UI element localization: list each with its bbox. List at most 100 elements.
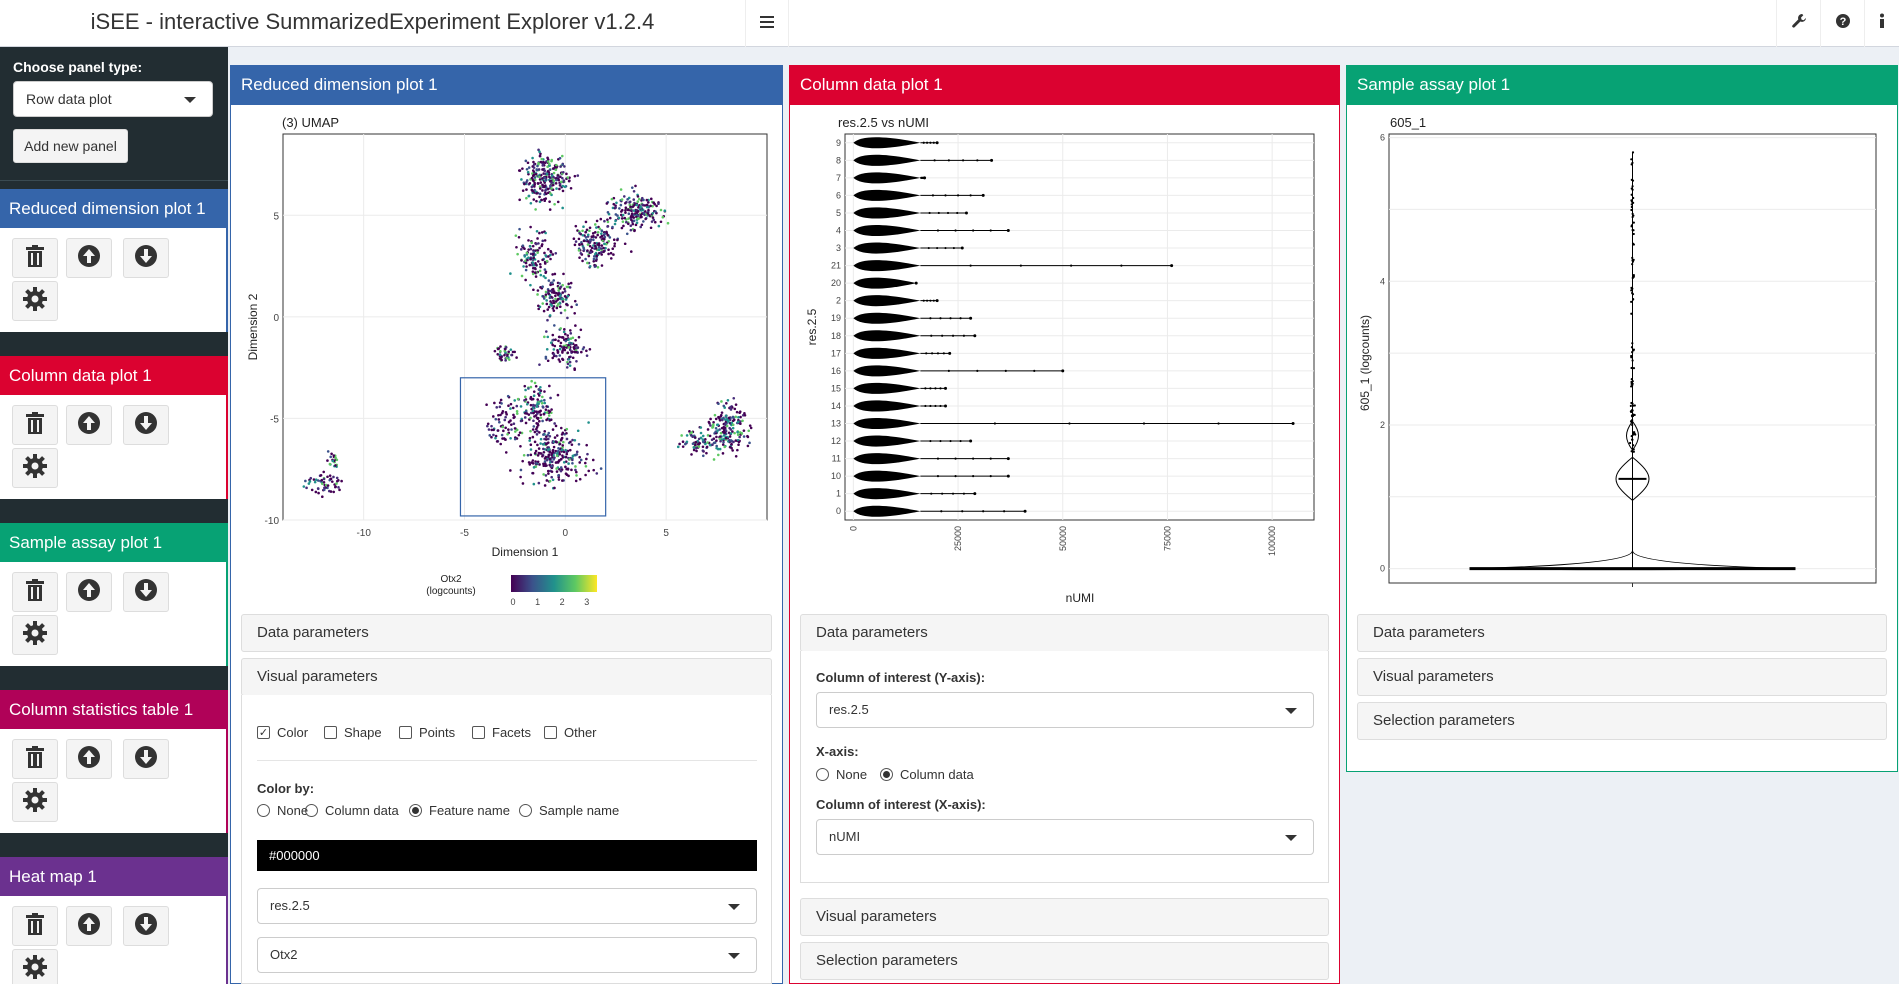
data-point	[632, 189, 636, 193]
checkbox-other[interactable]: Other	[544, 725, 597, 740]
y-tick-label: 21	[831, 261, 841, 271]
radio-button[interactable]	[305, 804, 318, 817]
panel-settings-button[interactable]	[12, 949, 58, 984]
visual-parameters-header[interactable]: Visual parameters	[1357, 658, 1887, 696]
add-panel-button[interactable]: Add new panel	[13, 129, 128, 163]
data-point	[562, 460, 566, 464]
y-column-select[interactable]: res.2.5	[816, 692, 1314, 728]
move-up-button[interactable]	[66, 572, 112, 612]
checkbox-color[interactable]: ✓ Color	[257, 725, 308, 740]
move-up-button[interactable]	[66, 238, 112, 278]
sample-assay-violin-plot[interactable]: 605_1 6 4 2 0 605_1 (logcounts)	[1347, 105, 1899, 605]
data-point	[559, 311, 563, 315]
violin-shape	[853, 488, 921, 500]
data-point	[548, 314, 552, 317]
data-point	[575, 474, 578, 477]
checkbox-box[interactable]	[324, 726, 337, 739]
tour-button[interactable]	[1776, 0, 1820, 47]
data-point	[642, 212, 646, 215]
move-up-button[interactable]	[66, 906, 112, 946]
outlier-point	[952, 246, 955, 250]
column-data-violin-plot[interactable]: res.2.5 vs nUMI 9 8 7 6 5 4 3 21 20 2 19 18 17 16 15 14…	[790, 105, 1341, 605]
help-button[interactable]: ?	[1820, 0, 1864, 47]
data-point	[544, 408, 548, 411]
outlier-point	[1004, 369, 1007, 372]
data-parameters-header[interactable]: Data parameters	[241, 614, 772, 652]
data-point	[647, 208, 650, 212]
feature-name-select[interactable]: Otx2	[257, 937, 757, 973]
checkbox-points[interactable]: Points	[399, 725, 455, 740]
max-point	[1061, 369, 1065, 373]
move-down-button[interactable]	[123, 739, 169, 779]
selection-parameters-header[interactable]: Selection parameters	[800, 942, 1329, 980]
checkbox-box[interactable]	[399, 726, 412, 739]
data-point	[556, 200, 560, 204]
data-point	[598, 227, 602, 231]
outlier-point	[932, 299, 935, 302]
visual-parameters-header[interactable]: Visual parameters	[800, 898, 1329, 936]
radio-color-by-0[interactable]: None	[257, 803, 308, 818]
radio-color-by-3[interactable]: Sample name	[519, 803, 619, 818]
radio-color-by-2[interactable]: Feature name	[409, 803, 510, 818]
radio-x-axis-1[interactable]: Column data	[880, 767, 974, 782]
radio-x-axis-0[interactable]: None	[816, 767, 867, 782]
outlier-point	[941, 334, 944, 337]
data-point	[524, 268, 528, 272]
data-point	[559, 438, 563, 442]
checkbox-shape[interactable]: Shape	[324, 725, 382, 740]
plot-title: (3) UMAP	[282, 115, 339, 130]
move-down-button[interactable]	[123, 906, 169, 946]
move-up-button[interactable]	[66, 405, 112, 445]
data-point	[708, 434, 712, 438]
data-point	[748, 441, 751, 445]
radio-color-by-1[interactable]: Column data	[305, 803, 399, 818]
checkbox-box[interactable]	[544, 726, 557, 739]
panel-settings-button[interactable]	[12, 281, 58, 321]
data-point	[528, 439, 531, 442]
radio-button[interactable]	[880, 768, 893, 781]
data-point	[543, 335, 546, 339]
data-point	[334, 485, 337, 489]
sidebar-toggle-button[interactable]	[745, 0, 789, 47]
checkbox-box[interactable]	[472, 726, 485, 739]
remove-panel-button[interactable]	[12, 572, 58, 612]
radio-button[interactable]	[257, 804, 270, 817]
move-up-button[interactable]	[66, 739, 112, 779]
panel-settings-button[interactable]	[12, 782, 58, 822]
data-point	[546, 318, 549, 322]
checkbox-facets[interactable]: Facets	[472, 725, 531, 740]
move-down-button[interactable]	[123, 405, 169, 445]
checkbox-box[interactable]: ✓	[257, 726, 270, 739]
x-column-select[interactable]: nUMI	[816, 819, 1314, 855]
data-parameters-header[interactable]: Data parameters	[1357, 614, 1887, 652]
data-point	[574, 465, 577, 468]
data-point	[609, 257, 613, 260]
selection-parameters-header[interactable]: Selection parameters	[1357, 702, 1887, 740]
remove-panel-button[interactable]	[12, 405, 58, 445]
umap-plot[interactable]: (3) UMAP -10 -5 0 5 5 0 -5 -10 Dimension 1 Dime…	[231, 105, 784, 605]
panel-settings-button[interactable]	[12, 448, 58, 488]
data-point	[329, 477, 333, 481]
info-button[interactable]	[1864, 0, 1899, 47]
panel-type-select[interactable]: Row data plot	[13, 81, 213, 117]
data-point	[511, 406, 515, 410]
color-column-select[interactable]: res.2.5	[257, 888, 757, 924]
data-point	[532, 411, 535, 415]
move-down-button[interactable]	[123, 572, 169, 612]
data-point	[533, 451, 537, 455]
radio-button[interactable]	[409, 804, 422, 817]
data-point	[539, 265, 542, 269]
data-point	[531, 272, 535, 276]
panel-settings-button[interactable]	[12, 615, 58, 655]
radio-button[interactable]	[519, 804, 532, 817]
remove-panel-button[interactable]	[12, 906, 58, 946]
data-point	[575, 303, 578, 307]
remove-panel-button[interactable]	[12, 739, 58, 779]
color-picker-input[interactable]: #000000	[257, 840, 757, 871]
data-parameters-header[interactable]: Data parameters	[800, 614, 1329, 652]
remove-panel-button[interactable]	[12, 238, 58, 278]
move-down-button[interactable]	[123, 238, 169, 278]
radio-button[interactable]	[816, 768, 829, 781]
visual-parameters-header[interactable]: Visual parameters	[241, 658, 772, 696]
data-point	[549, 396, 552, 400]
